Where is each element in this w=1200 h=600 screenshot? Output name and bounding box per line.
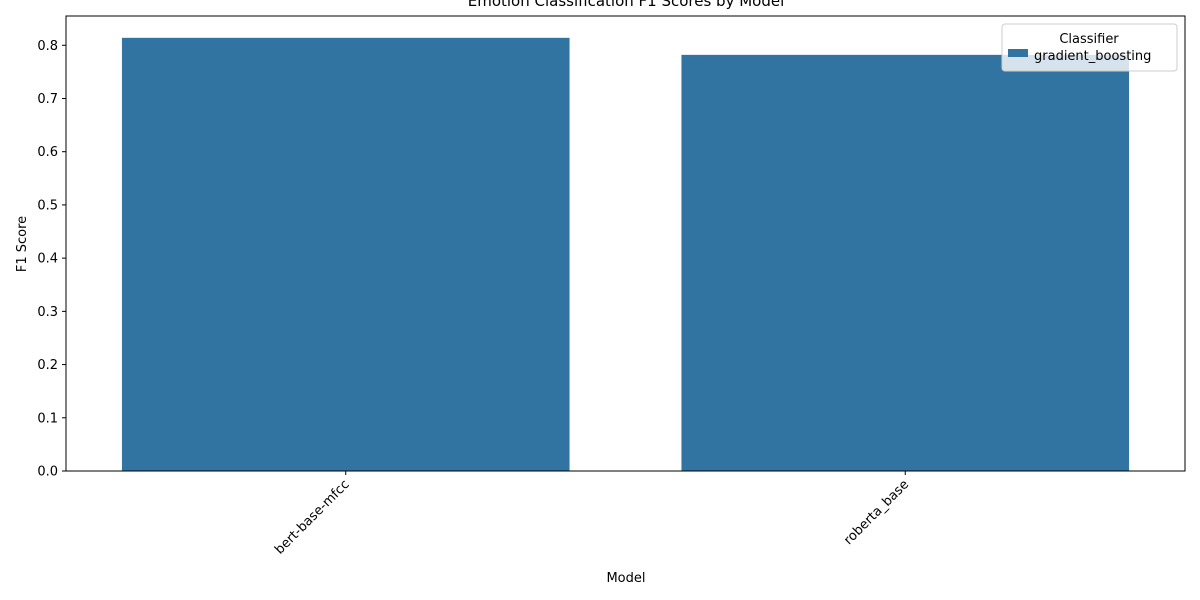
x-axis-title: Model [606, 571, 645, 586]
x-axis: bert-base-mfcc roberta_base [272, 471, 912, 558]
legend-label: gradient_boosting [1034, 49, 1151, 64]
legend-frame [1001, 23, 1178, 72]
x-tick-label: bert-base-mfcc [272, 477, 352, 557]
y-tick-label: 0.5 [37, 198, 58, 213]
x-tick-label: roberta_base [841, 477, 912, 548]
legend-title: Classifier [1059, 32, 1119, 47]
bar-roberta_base [681, 54, 1130, 471]
y-axis-title: F1 Score [15, 216, 30, 272]
y-tick-label: 0.4 [37, 252, 58, 267]
chart-title: Emotion Classification F1 Scores by Mode… [468, 0, 785, 10]
y-tick-label: 0.6 [37, 145, 58, 160]
legend-swatch [1008, 49, 1028, 57]
y-tick-label: 0.0 [37, 465, 58, 480]
legend: Classifier gradient_boosting [1001, 23, 1178, 72]
bar-bert-base-mfcc [121, 37, 570, 471]
y-tick-label: 0.8 [37, 39, 58, 54]
y-axis: 0.0 0.1 0.2 0.3 0.4 0.5 0.6 0.7 0.8 [37, 39, 66, 480]
y-tick-label: 0.3 [37, 305, 58, 320]
plot-frame [65, 15, 1186, 472]
y-tick-label: 0.2 [37, 358, 58, 373]
y-tick-label: 0.1 [37, 411, 58, 426]
y-tick-label: 0.7 [37, 92, 58, 107]
bars-group [121, 37, 1130, 471]
